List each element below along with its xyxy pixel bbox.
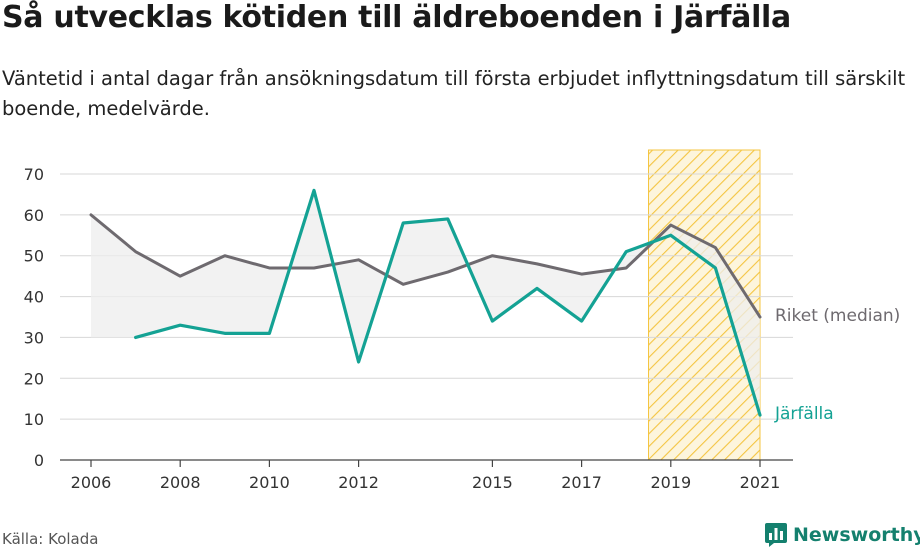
chart-subtitle: Väntetid i antal dagar från ansökningsda…	[2, 67, 906, 120]
series-label: Riket (median)	[775, 306, 900, 326]
gap-area	[91, 190, 760, 416]
series-line-riket	[89, 213, 762, 319]
x-tick-label: 2010	[249, 473, 290, 492]
x-tick-label: 2008	[160, 473, 201, 492]
chart-title: Så utvecklas kötiden till äldreboenden i…	[2, 0, 791, 35]
newsworthy-logo: Newsworthy	[764, 520, 920, 550]
y-tick-label: 10	[24, 410, 44, 429]
y-tick-label: 60	[24, 206, 44, 225]
y-tick-label: 50	[24, 247, 44, 266]
y-tick-label: 70	[24, 165, 44, 184]
x-tick-label: 2019	[650, 473, 691, 492]
y-tick-label: 30	[24, 328, 44, 347]
series-label: Järfälla	[774, 404, 834, 424]
x-tick-label: 2015	[472, 473, 513, 492]
x-tick-label: 2017	[561, 473, 602, 492]
x-tick-label: 2012	[338, 473, 379, 492]
x-tick-label: 2021	[740, 473, 781, 492]
bar-chart-icon	[765, 523, 787, 547]
x-tick-label: 2006	[71, 473, 112, 492]
source-note: Källa: Kolada	[2, 530, 99, 548]
y-tick-label: 20	[24, 369, 44, 388]
y-tick-label: 40	[24, 288, 44, 307]
y-tick-label: 0	[34, 451, 44, 470]
brand-name: Newsworthy	[793, 524, 920, 546]
